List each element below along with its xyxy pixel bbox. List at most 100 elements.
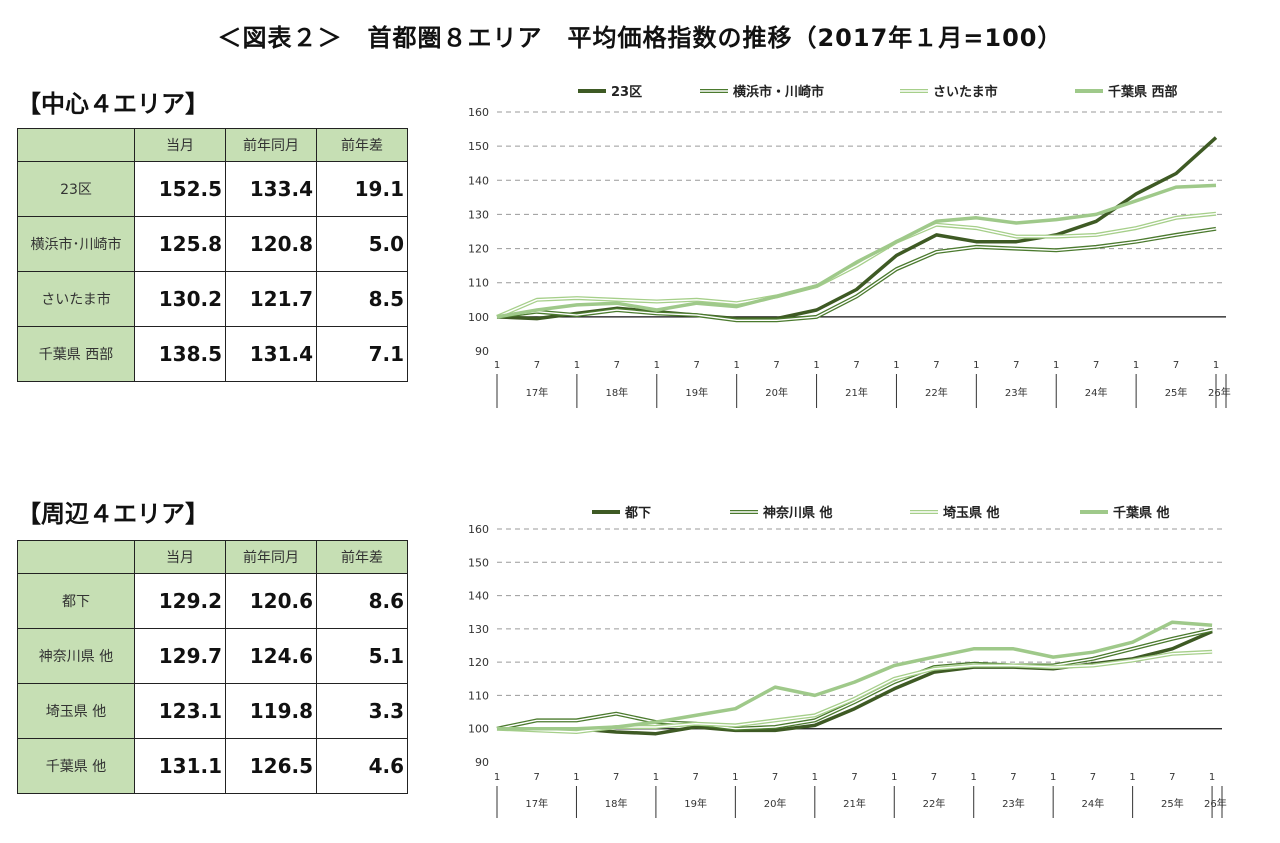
cell-difference: 8.5: [316, 271, 408, 327]
row-label: 千葉県 他: [17, 738, 135, 794]
x-year-label: 18年: [605, 386, 628, 399]
x-year-label: 18年: [605, 797, 628, 810]
x-month-tick-label: 1: [573, 772, 579, 783]
x-month-tick-label: 7: [613, 772, 619, 783]
x-month-tick-label: 7: [1010, 772, 1016, 783]
table-row: 23区 152.5 133.4 19.1: [17, 161, 408, 217]
row-label: 都下: [17, 573, 135, 629]
y-tick-label: 100: [468, 311, 489, 324]
cell-difference: 5.1: [316, 628, 408, 684]
row-label: 23区: [17, 161, 135, 217]
x-month-tick-label: 1: [812, 772, 818, 783]
table-row: 千葉県 他 131.1 126.5 4.6: [17, 738, 408, 794]
cell-previous-year: 120.8: [225, 216, 317, 272]
page-title: ＜図表２＞ 首都圏８エリア 平均価格指数の推移（2017年１月=100）: [217, 24, 1063, 52]
x-month-tick-label: 7: [1090, 772, 1096, 783]
x-year-label: 23年: [1005, 386, 1028, 399]
x-year-label: 22年: [925, 386, 948, 399]
series-line-0-1-inner: [496, 228, 1217, 321]
y-tick-label: 130: [468, 208, 489, 221]
table-row: 横浜市･川崎市 125.8 120.8 5.0: [17, 216, 408, 272]
legend-label: 都下: [624, 505, 651, 521]
x-year-label: 17年: [525, 797, 548, 810]
column-header-current: 当月: [134, 128, 226, 162]
x-month-tick-label: 1: [654, 360, 660, 371]
y-tick-label: 100: [468, 723, 489, 736]
series-line-0-2-inner: [496, 213, 1217, 318]
y-tick-label: 90: [475, 345, 489, 358]
x-month-tick-label: 1: [494, 360, 500, 371]
x-year-label: 26年: [1208, 386, 1231, 399]
table-row: 都下 129.2 120.6 8.6: [17, 573, 408, 629]
y-tick-label: 90: [475, 756, 489, 769]
x-year-label: 19年: [685, 386, 708, 399]
x-month-tick-label: 1: [1209, 772, 1215, 783]
x-month-tick-label: 7: [1173, 360, 1179, 371]
legend-label: さいたま市: [933, 84, 998, 100]
x-month-tick-label: 7: [931, 772, 937, 783]
x-month-tick-label: 1: [1053, 360, 1059, 371]
y-tick-label: 120: [468, 243, 489, 256]
row-label: さいたま市: [17, 271, 135, 327]
legend-label: 神奈川県 他: [763, 505, 833, 521]
x-year-label: 19年: [684, 797, 707, 810]
row-label: 神奈川県 他: [17, 628, 135, 684]
x-month-tick-label: 7: [534, 772, 540, 783]
x-month-tick-label: 1: [813, 360, 819, 371]
x-month-tick-label: 7: [1169, 772, 1175, 783]
legend-label: 横浜市・川崎市: [733, 84, 824, 100]
y-tick-label: 110: [468, 277, 489, 290]
x-year-label: 25年: [1161, 797, 1184, 810]
y-tick-label: 160: [468, 106, 489, 119]
table-central-areas: 当月 前年同月 前年差 23区 152.5 133.4 19.1 横浜市･川崎市…: [17, 128, 408, 382]
cell-previous-year: 133.4: [225, 161, 317, 217]
x-month-tick-label: 7: [614, 360, 620, 371]
x-month-tick-label: 7: [1093, 360, 1099, 371]
section-title-peripheral: 【周辺４エリア】: [17, 500, 209, 528]
x-year-label: 24年: [1082, 797, 1105, 810]
table-header-row: 当月 前年同月 前年差: [17, 128, 408, 162]
section-title-central: 【中心４エリア】: [17, 90, 209, 118]
x-year-label: 21年: [843, 797, 866, 810]
y-tick-label: 140: [468, 590, 489, 603]
series-line-1-3: [497, 620, 1213, 731]
legend-label: 千葉県 西部: [1108, 84, 1178, 100]
cell-current: 152.5: [134, 161, 226, 217]
cell-previous-year: 124.6: [225, 628, 317, 684]
x-month-tick-label: 1: [494, 772, 500, 783]
series-line-1-1: [496, 627, 1213, 731]
column-header-current: 当月: [134, 540, 226, 574]
x-month-tick-label: 1: [891, 772, 897, 783]
table-row: 神奈川県 他 129.7 124.6 5.1: [17, 628, 408, 684]
x-month-tick-label: 1: [893, 360, 899, 371]
x-month-tick-label: 7: [534, 360, 540, 371]
cell-difference: 3.3: [316, 683, 408, 739]
cell-current: 130.2: [134, 271, 226, 327]
y-tick-label: 130: [468, 623, 489, 636]
y-tick-label: 150: [468, 140, 489, 153]
x-month-tick-label: 1: [1050, 772, 1056, 783]
legend-label: 23区: [611, 85, 642, 100]
column-header-difference: 前年差: [316, 540, 408, 574]
x-month-tick-label: 1: [971, 772, 977, 783]
table-corner-cell: [17, 128, 135, 162]
table-header-row: 当月 前年同月 前年差: [17, 540, 408, 574]
y-tick-label: 110: [468, 689, 489, 702]
cell-difference: 5.0: [316, 216, 408, 272]
row-label: 千葉県 西部: [17, 326, 135, 382]
x-year-label: 25年: [1165, 386, 1188, 399]
cell-difference: 4.6: [316, 738, 408, 794]
cell-previous-year: 120.6: [225, 573, 317, 629]
table-row: 千葉県 西部 138.5 131.4 7.1: [17, 326, 408, 382]
cell-current: 125.8: [134, 216, 226, 272]
legend-label: 千葉県 他: [1113, 505, 1170, 521]
x-month-tick-label: 7: [853, 360, 859, 371]
x-year-label: 24年: [1085, 386, 1108, 399]
x-year-label: 21年: [845, 386, 868, 399]
x-month-tick-label: 7: [772, 772, 778, 783]
series-line-0-3: [496, 183, 1217, 319]
legend-label: 埼玉県 他: [943, 505, 1000, 521]
x-month-tick-label: 7: [851, 772, 857, 783]
x-month-tick-label: 1: [973, 360, 979, 371]
